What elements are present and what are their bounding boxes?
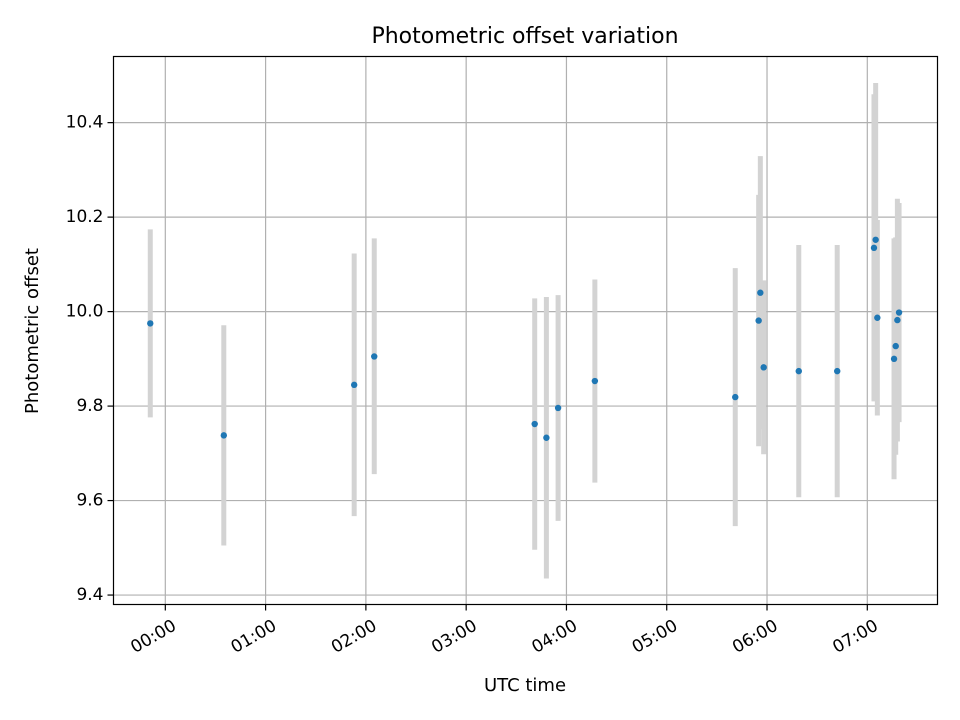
data-point bbox=[872, 236, 879, 243]
x-axis-label: UTC time bbox=[484, 675, 566, 696]
data-point bbox=[531, 420, 538, 428]
y-tick-label: 10.2 bbox=[66, 207, 104, 227]
data-point bbox=[220, 432, 228, 439]
y-tick-label: 10.0 bbox=[66, 302, 104, 322]
data-point bbox=[543, 434, 550, 441]
data-point bbox=[755, 317, 762, 324]
grid-lines bbox=[113, 56, 938, 605]
data-point bbox=[895, 309, 903, 316]
plot-frame bbox=[112, 55, 939, 606]
data-point bbox=[795, 367, 802, 375]
data-point bbox=[350, 381, 358, 389]
chart-title: Photometric offset variation bbox=[371, 24, 678, 49]
data-point bbox=[147, 320, 154, 327]
data-point bbox=[732, 393, 739, 401]
data-points bbox=[147, 236, 903, 441]
data-point bbox=[591, 377, 599, 385]
data-point bbox=[892, 342, 899, 350]
data-point bbox=[757, 289, 764, 296]
y-tick-label: 9.6 bbox=[76, 491, 103, 511]
data-point bbox=[870, 244, 878, 252]
y-axis-label: Photometric offset bbox=[22, 248, 43, 414]
data-point bbox=[760, 364, 767, 371]
y-tick-label: 9.8 bbox=[76, 396, 103, 416]
data-point bbox=[890, 355, 898, 363]
y-tick-label: 10.4 bbox=[66, 113, 104, 133]
y-tick-label: 9.4 bbox=[76, 585, 103, 605]
data-point bbox=[371, 353, 378, 360]
data-point bbox=[554, 404, 562, 412]
data-point bbox=[834, 367, 841, 375]
data-point bbox=[874, 314, 881, 321]
data-point bbox=[894, 316, 901, 324]
